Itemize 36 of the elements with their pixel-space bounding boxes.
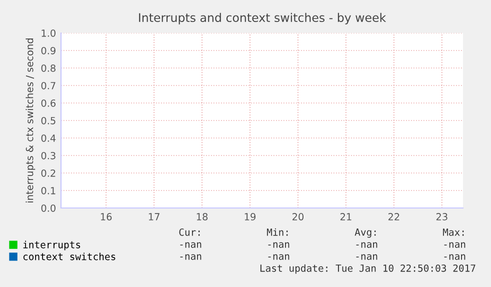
legend-label: context switches (23, 252, 116, 260)
text: Last update: Tue Jan 10 22:50:03 2017 (260, 264, 476, 274)
y-tick-label: 0.1 (41, 186, 56, 194)
text: -nan (444, 242, 466, 248)
x-tick-label: 23 (436, 213, 448, 220)
text: -nan (444, 254, 466, 260)
y-tick-label: 0.6 (41, 99, 56, 107)
y-tick-label: 0.9 (41, 46, 56, 54)
y-tick-label: 0.2 (41, 169, 56, 177)
text: -nan (180, 254, 202, 260)
y-tick-label: 0.3 (41, 152, 56, 160)
x-tick-label: 20 (292, 213, 304, 220)
x-tick-label: 18 (196, 213, 208, 220)
text: -nan (268, 254, 290, 260)
y-tick-label: 1.0 (42, 29, 56, 37)
text: Cur: (179, 228, 200, 236)
text: Max: (442, 228, 464, 236)
text: -nan (356, 254, 378, 260)
text: Avg: (354, 228, 376, 238)
chart-title: Interrupts and context switches - by week (139, 12, 386, 24)
text: -nan (180, 242, 202, 248)
y-tick-label: 0.5 (41, 116, 56, 124)
text: -nan (356, 242, 378, 248)
x-tick-label: 17 (148, 213, 160, 220)
x-tick-label: 22 (388, 213, 400, 220)
text: Min: (266, 228, 288, 236)
x-tick-label: 21 (340, 213, 352, 220)
y-tick-label: 0.8 (41, 64, 56, 72)
y-tick-label: 0.0 (41, 204, 56, 212)
y-tick-label: 0.4 (41, 134, 56, 142)
x-tick-label: 19 (244, 213, 256, 220)
y-tick-label: 0.7 (41, 82, 56, 90)
y-axis-title: interrupts & ctx switches / second (26, 38, 36, 202)
x-tick-label: 16 (100, 213, 112, 220)
text: -nan (268, 242, 290, 248)
legend-label: interrupts (23, 240, 80, 250)
